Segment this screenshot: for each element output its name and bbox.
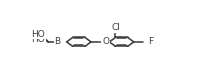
Text: F: F <box>148 37 153 46</box>
Text: B: B <box>54 37 60 46</box>
Text: HO: HO <box>32 30 45 39</box>
Text: O: O <box>102 37 109 46</box>
Text: HO: HO <box>32 35 45 44</box>
Text: Cl: Cl <box>111 23 120 32</box>
